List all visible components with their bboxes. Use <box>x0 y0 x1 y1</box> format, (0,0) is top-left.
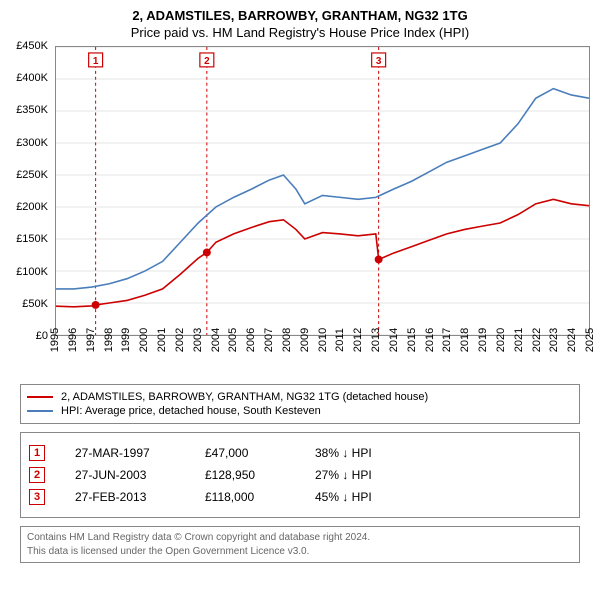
xtick-label: 1998 <box>103 328 115 352</box>
svg-text:1: 1 <box>93 56 99 67</box>
xtick-label: 2007 <box>263 328 275 352</box>
legend-item: 2, ADAMSTILES, BARROWBY, GRANTHAM, NG32 … <box>27 391 573 403</box>
sale-marker-dot <box>375 256 383 264</box>
legend-item: HPI: Average price, detached house, Sout… <box>27 405 573 417</box>
sale-price: £128,950 <box>205 468 305 482</box>
sale-marker-badge: 3 <box>372 53 386 67</box>
sale-delta: 38% ↓ HPI <box>315 446 435 460</box>
xtick-label: 2003 <box>192 328 204 352</box>
plot-outer: £0 £50K £100K £150K £200K £250K £300K £350K £400… <box>10 46 590 376</box>
ytick-label: £400K <box>16 72 48 84</box>
xtick-label: 2010 <box>317 328 329 352</box>
xtick-label: 1995 <box>49 328 61 352</box>
ytick-label: £100K <box>16 266 48 278</box>
plot-area: 1 2 3 <box>55 46 590 336</box>
xtick-label: 2012 <box>352 328 364 352</box>
sale-marker-badge: 1 <box>89 53 103 67</box>
xtick-label: 2015 <box>406 328 418 352</box>
xtick-label: 2024 <box>566 328 578 352</box>
sale-row: 1 27-MAR-1997 £47,000 38% ↓ HPI <box>29 445 571 461</box>
series-line-property <box>56 199 589 306</box>
xtick-label: 2019 <box>477 328 489 352</box>
legend: 2, ADAMSTILES, BARROWBY, GRANTHAM, NG32 … <box>20 384 580 424</box>
sale-marker-badge: 2 <box>200 53 214 67</box>
xtick-label: 1999 <box>120 328 132 352</box>
xtick-label: 2013 <box>370 328 382 352</box>
xtick-label: 2009 <box>299 328 311 352</box>
sale-marker-dot <box>203 248 211 256</box>
xtick-label: 2023 <box>548 328 560 352</box>
sale-date: 27-FEB-2013 <box>75 490 195 504</box>
sale-row: 3 27-FEB-2013 £118,000 45% ↓ HPI <box>29 489 571 505</box>
ytick-label: £450K <box>16 40 48 52</box>
svg-text:3: 3 <box>376 56 382 67</box>
xtick-label: 2001 <box>156 328 168 352</box>
sale-row: 2 27-JUN-2003 £128,950 27% ↓ HPI <box>29 467 571 483</box>
sale-date: 27-MAR-1997 <box>75 446 195 460</box>
legend-label: HPI: Average price, detached house, Sout… <box>61 405 321 417</box>
chart-container: 2, ADAMSTILES, BARROWBY, GRANTHAM, NG32 … <box>0 0 600 569</box>
legend-swatch <box>27 396 53 398</box>
xtick-label: 2011 <box>334 328 346 352</box>
xtick-label: 2021 <box>513 328 525 352</box>
ytick-label: £300K <box>16 137 48 149</box>
ytick-label: £250K <box>16 169 48 181</box>
xtick-label: 2016 <box>424 328 436 352</box>
xtick-label: 2020 <box>495 328 507 352</box>
xtick-label: 2008 <box>281 328 293 352</box>
sale-delta: 45% ↓ HPI <box>315 490 435 504</box>
chart-title-line2: Price paid vs. HM Land Registry's House … <box>10 25 590 40</box>
sale-marker-number: 1 <box>29 445 45 461</box>
xtick-label: 2005 <box>227 328 239 352</box>
footer-line2: This data is licensed under the Open Gov… <box>27 545 573 559</box>
ytick-label: £350K <box>16 104 48 116</box>
legend-swatch <box>27 410 53 412</box>
xtick-label: 2002 <box>174 328 186 352</box>
xtick-label: 2025 <box>584 328 596 352</box>
sale-date: 27-JUN-2003 <box>75 468 195 482</box>
plot-svg: 1 2 3 <box>56 47 589 335</box>
xtick-label: 2022 <box>531 328 543 352</box>
svg-text:2: 2 <box>204 56 210 67</box>
ytick-label: £0 <box>36 330 48 342</box>
sale-marker-number: 2 <box>29 467 45 483</box>
footer: Contains HM Land Registry data © Crown c… <box>20 526 580 563</box>
sale-price: £47,000 <box>205 446 305 460</box>
xtick-label: 2006 <box>245 328 257 352</box>
xtick-label: 1996 <box>67 328 79 352</box>
series-line-hpi <box>56 89 589 289</box>
footer-line1: Contains HM Land Registry data © Crown c… <box>27 531 573 545</box>
xtick-label: 2017 <box>441 328 453 352</box>
x-axis: 1995199619971998199920002001200220032004… <box>55 336 590 376</box>
sale-marker-number: 3 <box>29 489 45 505</box>
xtick-label: 1997 <box>85 328 97 352</box>
y-axis: £0 £50K £100K £150K £200K £250K £300K £350K £400… <box>10 46 52 376</box>
chart-title-line1: 2, ADAMSTILES, BARROWBY, GRANTHAM, NG32 … <box>10 8 590 23</box>
xtick-label: 2018 <box>459 328 471 352</box>
ytick-label: £200K <box>16 201 48 213</box>
sale-marker-dot <box>92 301 100 309</box>
ytick-label: £50K <box>22 298 48 310</box>
xtick-label: 2000 <box>138 328 150 352</box>
sales-table: 1 27-MAR-1997 £47,000 38% ↓ HPI 2 27-JUN-2003… <box>20 432 580 518</box>
sale-price: £118,000 <box>205 490 305 504</box>
ytick-label: £150K <box>16 233 48 245</box>
sale-delta: 27% ↓ HPI <box>315 468 435 482</box>
xtick-label: 2014 <box>388 328 400 352</box>
xtick-label: 2004 <box>210 328 222 352</box>
legend-label: 2, ADAMSTILES, BARROWBY, GRANTHAM, NG32 … <box>61 391 428 403</box>
